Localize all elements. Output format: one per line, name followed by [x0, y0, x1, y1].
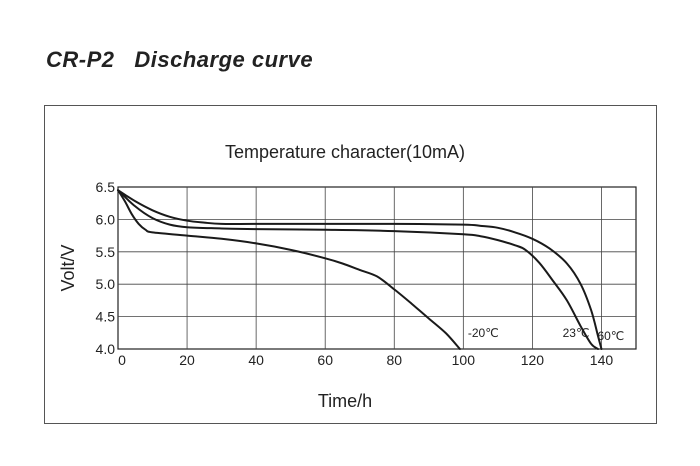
series-label-minus20c: -20℃	[468, 326, 499, 340]
x-tick-label: 40	[248, 352, 264, 368]
series-labels: -20℃ 23℃ 60℃	[468, 326, 624, 343]
x-tick-label: 140	[590, 352, 614, 368]
y-tick-label: 5.0	[96, 276, 116, 292]
y-tick-label: 6.5	[96, 179, 116, 195]
page-heading: Discharge curve	[134, 47, 314, 72]
y-tick-label: 4.0	[96, 341, 116, 357]
grid-layer	[117, 186, 637, 350]
y-tick-label: 6.0	[96, 211, 116, 227]
series-label-23c: 23℃	[563, 326, 590, 340]
chart-frame	[44, 105, 657, 424]
x-tick-label: 60	[317, 352, 333, 368]
y-tick-label: 4.5	[96, 309, 116, 325]
x-axis-label: Time/h	[318, 391, 372, 411]
series-label-60c: 60℃	[597, 329, 624, 343]
series-layer	[117, 189, 603, 350]
x-tick-label: 80	[386, 352, 402, 368]
chart-title: Temperature character(10mA)	[225, 142, 465, 162]
model-name: CR-P2	[46, 47, 115, 72]
page-title: CR-P2 Discharge curve	[46, 47, 313, 73]
tick-labels: 0 20 40 60 80 100 120 140 4.0 4.5 5.0 5.5 6.0 6.5	[96, 179, 614, 368]
series-line-23c	[117, 189, 599, 350]
x-tick-label: 20	[179, 352, 195, 368]
x-tick-label: 0	[118, 352, 126, 368]
y-axis-label: Volt/V	[58, 244, 78, 291]
y-tick-label: 5.5	[96, 244, 116, 260]
x-tick-label: 100	[452, 352, 476, 368]
series-line-minus20c	[117, 189, 461, 350]
series-line-60c	[117, 189, 603, 350]
plot-area	[117, 186, 637, 350]
x-tick-label: 120	[521, 352, 545, 368]
